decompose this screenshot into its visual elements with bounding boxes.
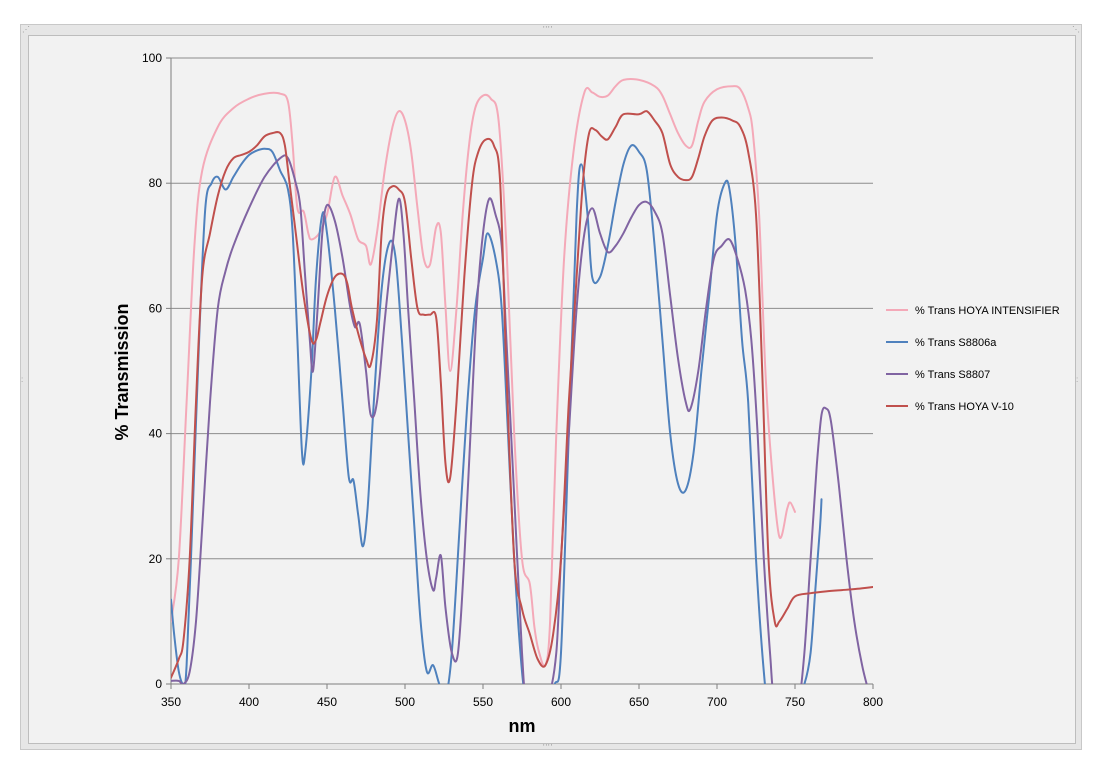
x-tick-label: 700 — [707, 695, 727, 709]
x-tick-label: 350 — [161, 695, 181, 709]
x-tick-label: 600 — [551, 695, 571, 709]
legend: % Trans HOYA INTENSIFIER % Trans S8806a % … — [886, 305, 1060, 413]
x-tick-label: 400 — [239, 695, 259, 709]
y-tick-label: 80 — [149, 176, 163, 190]
x-tick-label: 450 — [317, 695, 337, 709]
top-right-corner-handle[interactable]: ⋱ — [1072, 25, 1081, 34]
chart-area — [28, 35, 1076, 744]
x-tick-label: 550 — [473, 695, 493, 709]
series-line-2 — [171, 144, 823, 684]
legend-entry: % Trans HOYA V-10 — [915, 401, 1014, 413]
bottom-resize-handle[interactable]: '''' — [543, 743, 554, 752]
right-resize-handle[interactable]: : — [1076, 375, 1080, 384]
series-line-4 — [171, 110, 873, 679]
legend-entry: % Trans S8807 — [915, 369, 990, 381]
y-axis-label: % Transmission — [112, 303, 132, 440]
y-tick-label: 40 — [149, 427, 163, 441]
legend-entry: % Trans S8806a — [915, 337, 997, 349]
series-line-1 — [171, 78, 796, 668]
x-axis-label: nm — [509, 716, 536, 736]
y-tick-label: 60 — [149, 301, 163, 315]
y-tick-label: 100 — [142, 51, 162, 65]
left-resize-handle[interactable]: : — [21, 375, 25, 384]
series-lines — [171, 78, 873, 684]
y-tick-label: 0 — [155, 677, 162, 691]
top-left-corner-handle[interactable]: ⋰ — [22, 25, 31, 34]
x-tick-label: 800 — [863, 695, 883, 709]
x-tick-label: 650 — [629, 695, 649, 709]
x-tick-label: 750 — [785, 695, 805, 709]
y-tick-label: 20 — [149, 552, 163, 566]
x-tick-label: 500 — [395, 695, 415, 709]
top-resize-handle[interactable]: '''' — [543, 25, 554, 34]
legend-entry: % Trans HOYA INTENSIFIER — [915, 305, 1060, 317]
axes: 0 20 40 60 80 100 350 400 450 500 550 600 650 700 750 8… — [142, 51, 883, 709]
